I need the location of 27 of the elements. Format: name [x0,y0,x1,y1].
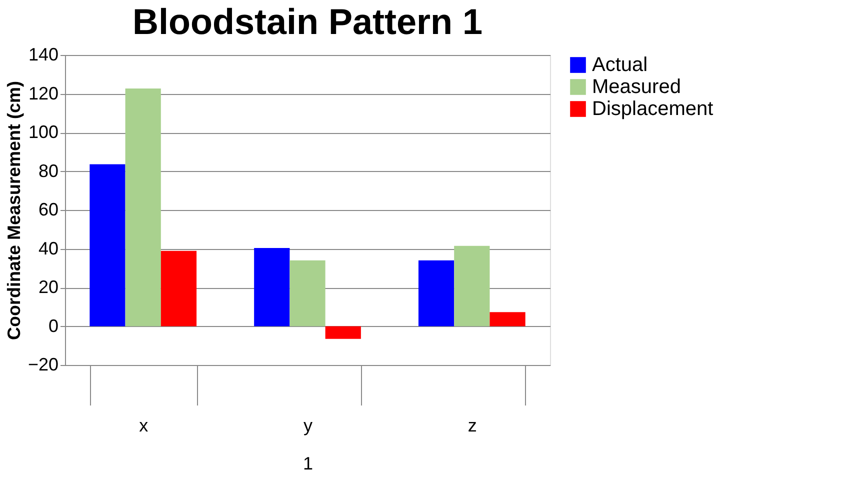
y-tick-label: 20 [38,277,58,297]
y-tick-label: 120 [28,83,58,104]
bar [454,246,490,326]
y-axis-title: Coordinate Measurement (cm) [4,80,24,340]
bar [290,260,326,326]
bar [90,164,126,326]
bar [490,312,526,326]
legend-label: Displacement [592,98,714,120]
y-tick-label: 0 [48,316,58,336]
y-tick-label: 60 [38,200,58,220]
legend-label: Measured [592,76,681,98]
x-axis-title: 1 [302,454,314,474]
x-tick-label: y [304,416,312,436]
x-tick-label: z [468,416,477,436]
bar [254,248,290,326]
y-tick-label: −20 [28,354,58,374]
y-tick-label: 80 [38,160,58,181]
bar [125,88,161,326]
bar [160,250,197,326]
legend-label: Actual [592,54,648,76]
y-tick-label: 40 [38,238,58,258]
x-tick-label: x [139,416,148,436]
bar [418,260,454,326]
bar [325,326,361,339]
chart-title: Bloodstain Pattern 1 [132,1,483,42]
y-tick-label: 100 [28,122,58,142]
y-tick-label: 140 [28,44,58,64]
